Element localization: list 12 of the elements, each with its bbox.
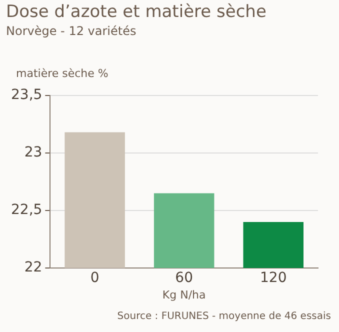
y-tick-label: 23,5 [11, 87, 42, 104]
chart-subtitle: Norvège - 12 variétés [6, 24, 136, 38]
x-tick-label: 60 [175, 270, 193, 286]
source-note: Source : FURUNES - moyenne de 46 essais [117, 311, 331, 322]
y-axis-title: matière sèche % [16, 67, 108, 80]
y-tick-label: 22,5 [11, 202, 42, 218]
y-tick-label: 23 [24, 144, 42, 161]
x-tick-label: 120 [260, 270, 287, 286]
x-tick-label: 0 [90, 270, 100, 286]
x-axis-title: Kg N/ha [162, 288, 206, 302]
chart-title: Dose d’azote et matière sèche [6, 2, 266, 22]
y-tick-label: 22 [24, 260, 42, 276]
